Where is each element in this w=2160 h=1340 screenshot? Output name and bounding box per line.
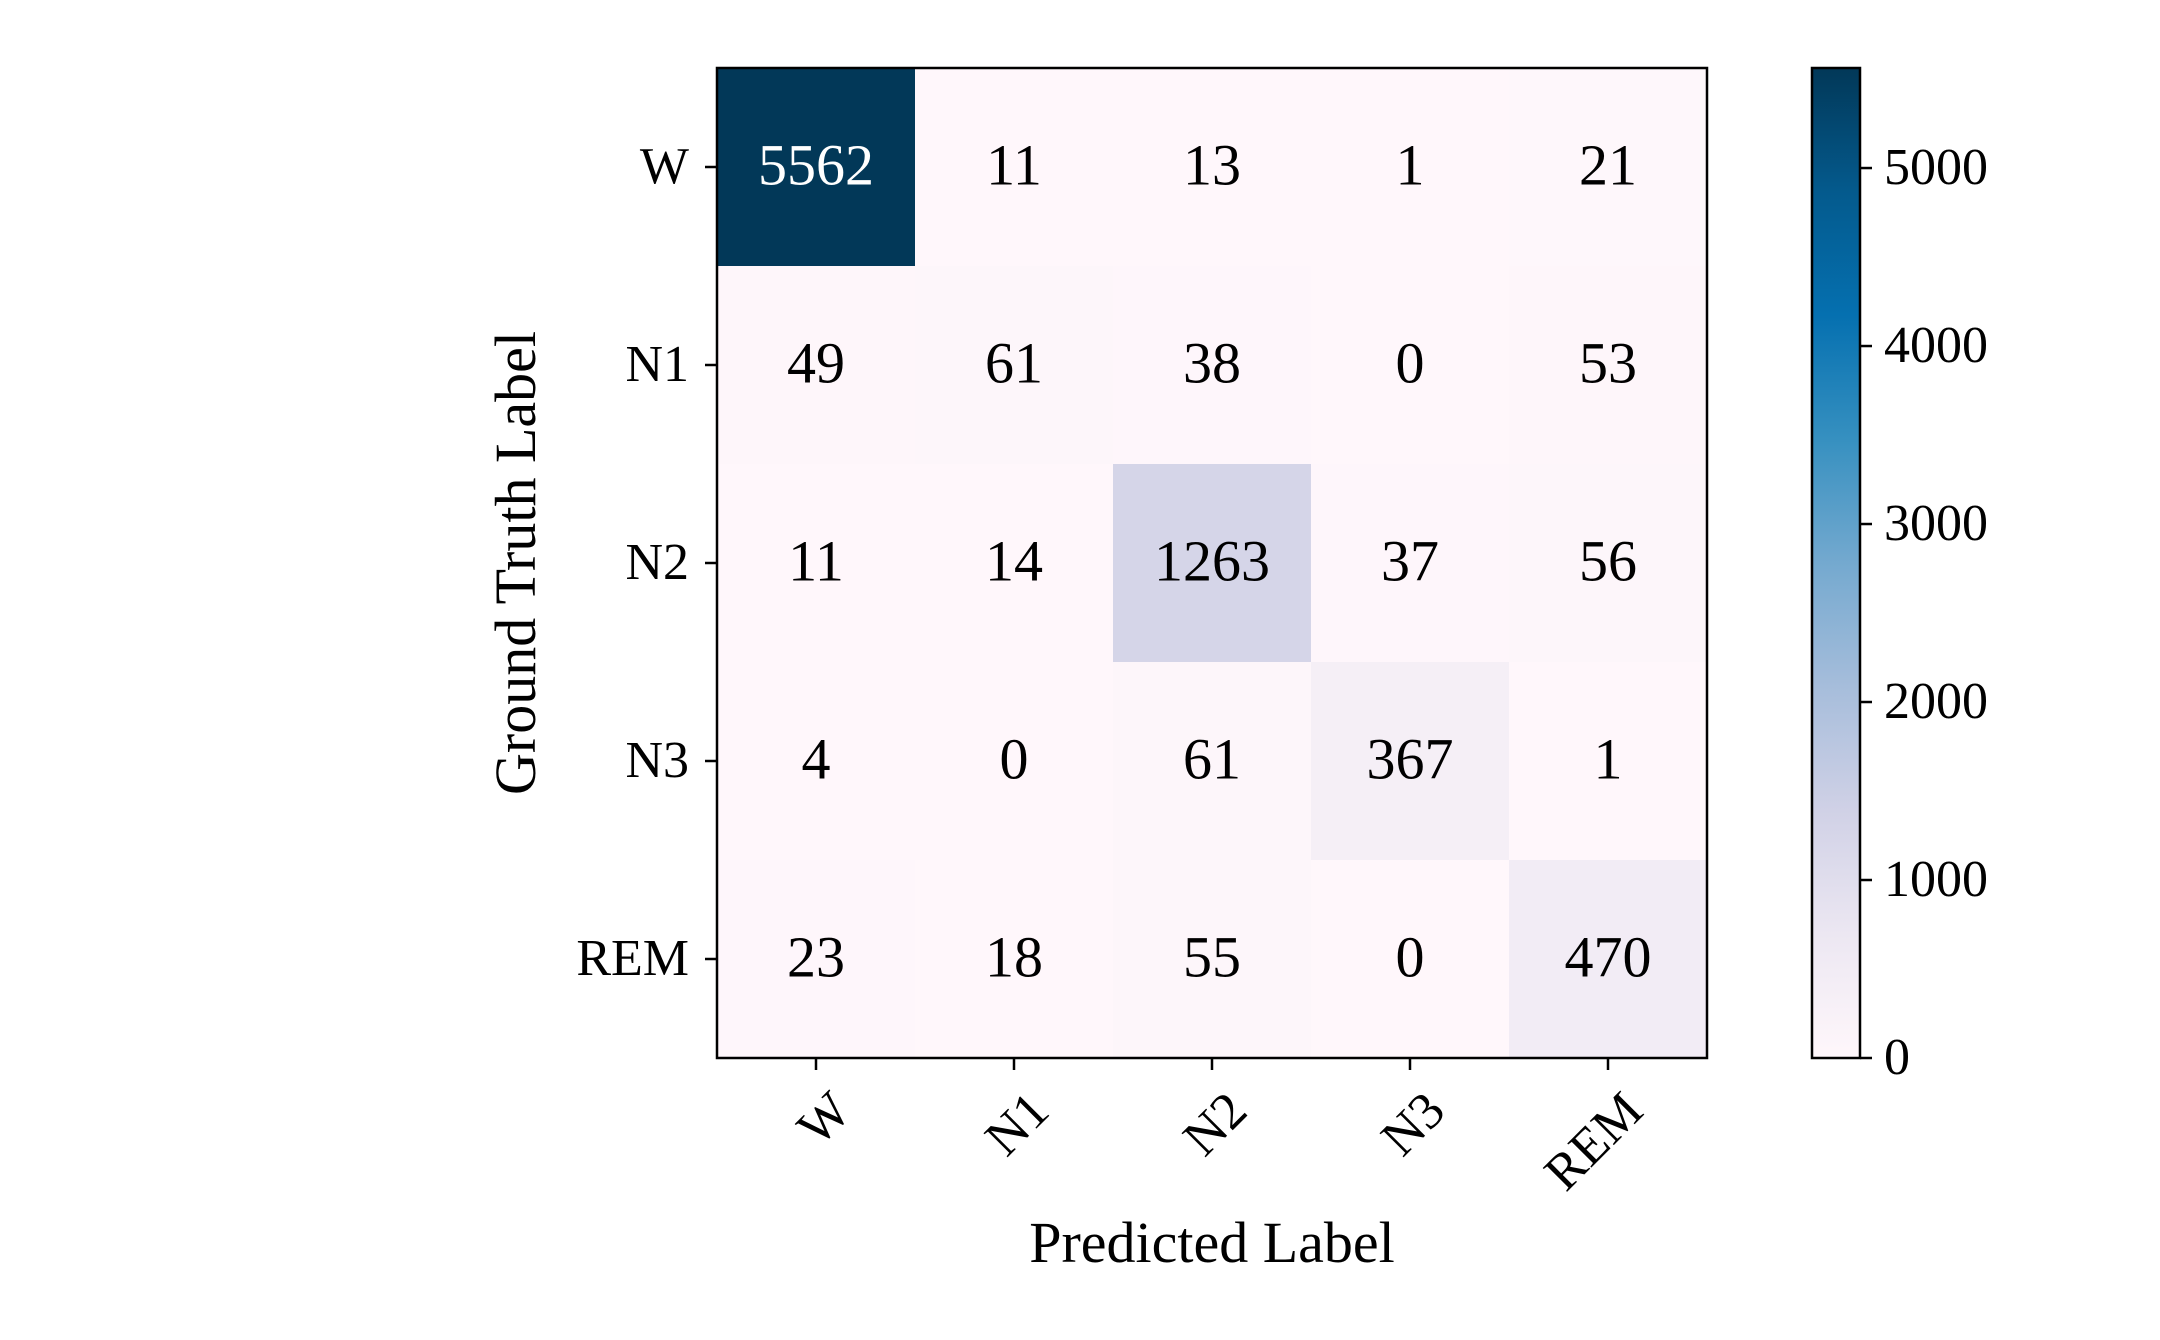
cell-value-label: 14 xyxy=(985,528,1043,593)
x-tick-label: REM xyxy=(1534,1082,1654,1202)
heatmap-cell xyxy=(1113,464,1312,663)
cell-value-label: 1 xyxy=(1594,726,1623,791)
cell-value-label: 11 xyxy=(788,528,844,593)
cell-value-label: 470 xyxy=(1565,924,1652,989)
heatmap-cell xyxy=(915,464,1114,663)
cell-value-label: 18 xyxy=(985,924,1043,989)
heatmap-cell xyxy=(915,266,1114,465)
cell-value-label: 0 xyxy=(1000,726,1029,791)
cell-value-label: 38 xyxy=(1183,330,1241,395)
cell-value-label: 0 xyxy=(1396,924,1425,989)
heatmap-cell xyxy=(717,266,916,465)
heatmap-cell xyxy=(1113,266,1312,465)
y-tick-label: N2 xyxy=(625,534,689,591)
x-tick-label: N3 xyxy=(1371,1082,1456,1167)
y-tick-label: N3 xyxy=(625,732,689,789)
cell-value-label: 49 xyxy=(787,330,845,395)
heatmap-cell xyxy=(1311,464,1510,663)
x-tick-label: W xyxy=(787,1082,862,1157)
heatmap-cell xyxy=(1113,662,1312,861)
colorbar-tick-label: 3000 xyxy=(1884,495,1988,552)
heatmap-cell xyxy=(915,662,1114,861)
heatmap-cell xyxy=(1311,662,1510,861)
heatmap-cell xyxy=(1311,68,1510,267)
cell-value-label: 0 xyxy=(1396,330,1425,395)
heatmap-cell xyxy=(1113,860,1312,1059)
cell-value-label: 367 xyxy=(1367,726,1454,791)
colorbar-tick-label: 5000 xyxy=(1884,139,1988,196)
heatmap-cell xyxy=(1509,464,1708,663)
y-tick-label: W xyxy=(640,138,689,195)
x-axis: W N1 N2 N3 REM xyxy=(787,1058,1654,1202)
heatmap-cell xyxy=(717,662,916,861)
cell-value-label: 55 xyxy=(1183,924,1241,989)
cell-value-label: 11 xyxy=(986,132,1042,197)
colorbar-gradient xyxy=(1810,66,1862,1060)
cell-value-label: 61 xyxy=(985,330,1043,395)
heatmap-cell xyxy=(1113,68,1312,267)
heatmap-cell xyxy=(717,68,916,267)
cell-value-labels: 5562 11 13 1 21 49 61 38 0 53 11 14 1263 37 56 4 0 61 367 1… xyxy=(758,132,1652,989)
cell-value-label: 53 xyxy=(1579,330,1637,395)
colorbar-tick-label: 4000 xyxy=(1884,317,1988,374)
heatmap-cells xyxy=(717,68,1708,1059)
heatmap-cell xyxy=(1509,68,1708,267)
heatmap-cell xyxy=(1509,266,1708,465)
colorbar-tick-label: 2000 xyxy=(1884,673,1988,730)
y-axis-label: Ground Truth Label xyxy=(483,331,548,795)
cell-value-label: 56 xyxy=(1579,528,1637,593)
cell-value-label: 4 xyxy=(802,726,831,791)
heatmap-cell xyxy=(1311,266,1510,465)
cell-value-label: 1263 xyxy=(1154,528,1270,593)
y-tick-label: REM xyxy=(576,930,689,987)
cell-value-label: 13 xyxy=(1183,132,1241,197)
heatmap-cell xyxy=(717,464,916,663)
y-axis: W N1 N2 N3 REM xyxy=(576,138,717,987)
colorbar-tick-label: 1000 xyxy=(1884,851,1988,908)
cell-value-label: 21 xyxy=(1579,132,1637,197)
heatmap-cell xyxy=(1509,860,1708,1059)
colorbar-tick-label: 0 xyxy=(1884,1029,1910,1086)
x-axis-label: Predicted Label xyxy=(1029,1210,1395,1275)
x-tick-label: N2 xyxy=(1173,1082,1258,1167)
cell-value-label: 5562 xyxy=(758,132,874,197)
heatmap-cell xyxy=(1509,662,1708,861)
heatmap-cell xyxy=(915,860,1114,1059)
colorbar: 0 1000 2000 3000 4000 5000 xyxy=(1810,66,1988,1086)
x-tick-label: N1 xyxy=(975,1082,1060,1167)
y-tick-label: N1 xyxy=(625,336,689,393)
cell-value-label: 1 xyxy=(1396,132,1425,197)
heatmap-cell xyxy=(717,860,916,1059)
cell-value-label: 37 xyxy=(1381,528,1439,593)
heatmap-cell xyxy=(915,68,1114,267)
cell-value-label: 23 xyxy=(787,924,845,989)
cell-value-label: 61 xyxy=(1183,726,1241,791)
colorbar-ticks: 0 1000 2000 3000 4000 5000 xyxy=(1860,139,1988,1086)
heatmap-cell xyxy=(1311,860,1510,1059)
